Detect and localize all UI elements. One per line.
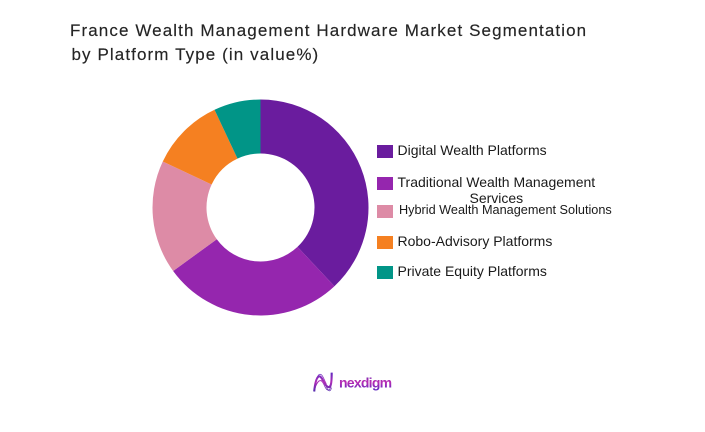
svg-text:nexdigm: nexdigm — [339, 375, 392, 391]
